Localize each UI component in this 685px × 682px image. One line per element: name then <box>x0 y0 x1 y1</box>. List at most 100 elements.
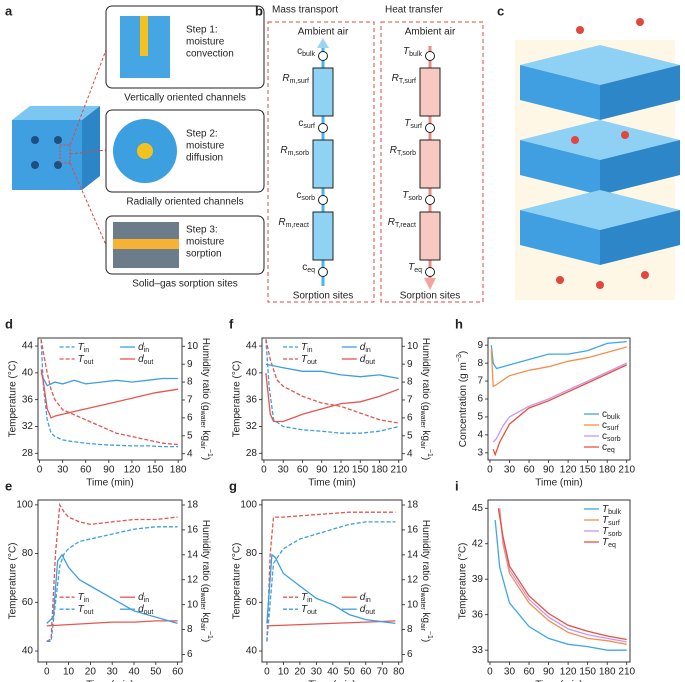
panel-c-art <box>515 18 680 300</box>
x-tick-label: 90 <box>543 667 555 678</box>
series-line <box>266 511 396 642</box>
x-tick-label: 60 <box>80 465 92 476</box>
legend-label: din <box>138 342 149 355</box>
x-tick-label: 50 <box>344 667 356 678</box>
legend-label: ceq <box>602 442 615 455</box>
y2-tick-label: 16 <box>407 525 419 536</box>
resistor <box>419 67 441 117</box>
symbol: R <box>392 73 399 84</box>
y-tick-label: 42 <box>472 538 484 549</box>
symbol: c <box>602 420 607 431</box>
symbol: T <box>408 262 415 273</box>
node <box>425 123 435 133</box>
label-part: kg <box>200 610 211 623</box>
label-part: air <box>199 441 206 449</box>
subscript: in <box>84 598 90 605</box>
series-line <box>46 502 178 642</box>
legend-label: Tbulk <box>602 504 621 517</box>
x-axis-label: Time (min) <box>535 478 582 489</box>
series-line <box>40 369 179 419</box>
x-tick-label: 40 <box>327 667 339 678</box>
y-tick-label: 4 <box>477 430 483 441</box>
subscript: out <box>144 359 154 366</box>
x-tick-label: 80 <box>393 667 405 678</box>
molecule <box>636 18 644 26</box>
y-tick-label: 7 <box>477 376 483 387</box>
cube-top <box>12 106 100 120</box>
molecule <box>621 131 629 139</box>
symbol: c <box>602 431 607 442</box>
panel-label: b <box>255 3 263 18</box>
pore <box>31 161 39 169</box>
x-tick-label: 60 <box>523 667 535 678</box>
x-tick-label: 210 <box>618 667 635 678</box>
subscript: out <box>144 610 154 617</box>
symbol: R <box>280 145 287 156</box>
x-tick-label: 20 <box>294 667 306 678</box>
label-part: ) <box>200 457 211 460</box>
series-line <box>40 339 179 448</box>
y-tick-label: 100 <box>240 500 257 511</box>
label-part: water <box>199 410 206 429</box>
subscript: in <box>307 598 313 605</box>
y2-axis-label: Humidity ratio (gwater kgair−1) <box>419 338 433 460</box>
x-tick-label: 30 <box>278 465 290 476</box>
resistor-label: RT,sorb <box>390 145 416 158</box>
x-tick-label: 30 <box>107 667 119 678</box>
resistor <box>312 139 334 189</box>
x-tick-label: 30 <box>504 667 516 678</box>
resistor-label: RT,surf <box>392 73 416 86</box>
step-text: Step 2: <box>186 129 218 140</box>
legend-label: Tsurf <box>602 515 620 528</box>
x-tick-label: 30 <box>504 465 516 476</box>
resistor <box>312 211 334 261</box>
y-axis-label: Temperature (°C) <box>8 361 19 438</box>
symbol: c <box>602 442 607 453</box>
zoom-line <box>69 49 107 146</box>
x-tick-label: 210 <box>390 465 407 476</box>
subscript: in <box>365 347 371 354</box>
y2-tick-label: 10 <box>407 599 419 610</box>
legend-label: Tin <box>78 592 90 605</box>
subscript: T,react <box>395 222 416 229</box>
step-text: moisture <box>186 141 225 152</box>
slab <box>600 210 680 265</box>
y-tick-label: 44 <box>246 341 258 352</box>
symbol: T <box>301 592 308 603</box>
y2-tick-label: 8 <box>407 624 413 635</box>
y-tick-label: 32 <box>246 421 258 432</box>
cube <box>12 120 82 190</box>
series-line <box>490 340 627 370</box>
plot-frame <box>37 337 183 461</box>
symbol: d <box>138 354 144 365</box>
node <box>318 195 328 205</box>
subscript: eq <box>414 267 422 274</box>
molecule <box>556 276 564 284</box>
y-axis-label: Temperature (°C) <box>458 543 469 620</box>
label-part: −3 <box>456 354 463 362</box>
symbol: T <box>301 342 308 353</box>
symbol: d <box>138 604 144 615</box>
symbol: R <box>282 73 289 84</box>
panel-label: h <box>455 316 463 331</box>
y2-tick-label: 6 <box>187 649 193 660</box>
symbol: R <box>388 217 395 228</box>
x-tick-label: 180 <box>170 465 187 476</box>
plot-frame <box>487 499 631 663</box>
resistor <box>312 67 334 117</box>
label-part: Humidity ratio (g <box>420 520 431 593</box>
label-part: Humidity ratio (g <box>200 520 211 593</box>
label-part: water <box>419 592 426 611</box>
symbol: R <box>278 217 285 228</box>
x-tick-label: 180 <box>371 465 388 476</box>
label-part: air <box>419 441 426 449</box>
y2-axis-label: Humidity ratio (gwater kgair−1) <box>199 338 213 460</box>
x-axis-label: Time (min) <box>308 680 355 682</box>
subscript: sorb <box>608 531 622 538</box>
x-axis-label: Time (min) <box>308 478 355 489</box>
label-part: Humidity ratio (g <box>420 338 431 411</box>
subscript: bulk <box>302 51 315 58</box>
panel-label: g <box>229 478 237 493</box>
resistor <box>419 211 441 261</box>
